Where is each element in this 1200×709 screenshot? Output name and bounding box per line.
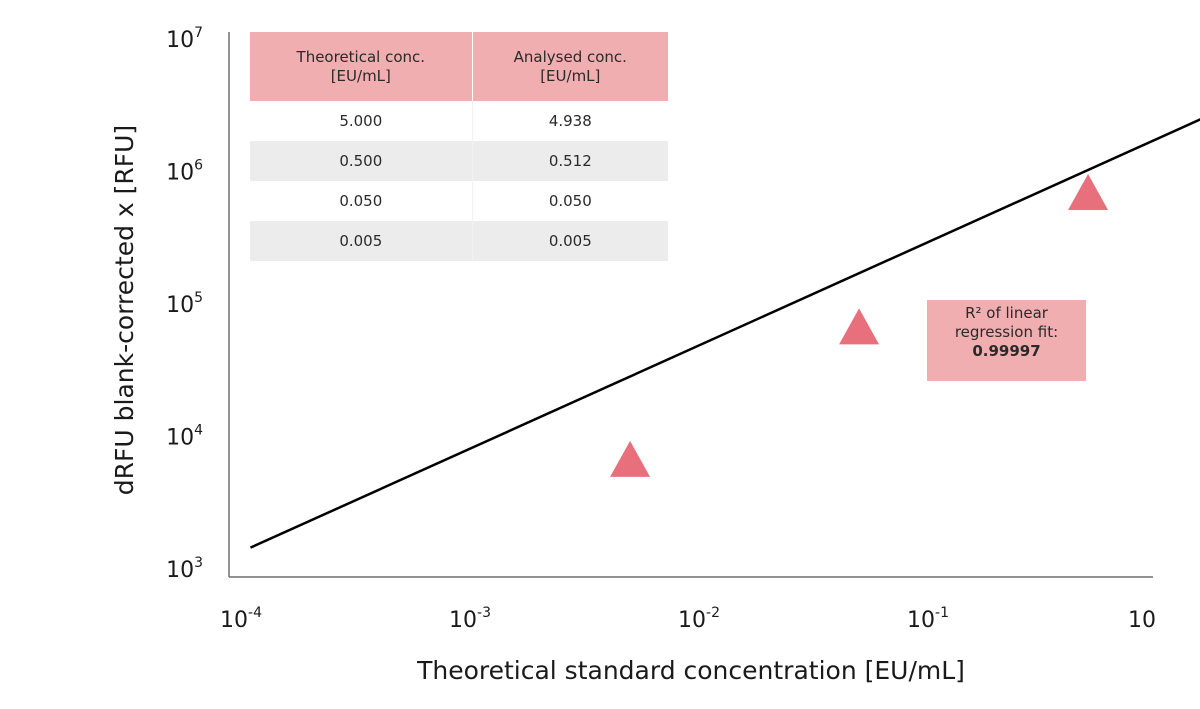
table-header-row: Theoretical conc. [EU/mL] Analysed conc.…: [250, 32, 668, 101]
table-header-theoretical: Theoretical conc. [EU/mL]: [250, 32, 473, 101]
y-tick-label: 107: [166, 25, 203, 53]
y-tick-label: 106: [166, 158, 203, 186]
x-tick-label: 10-3: [449, 605, 491, 633]
x-axis-title: Theoretical standard concentration [EU/m…: [416, 656, 965, 685]
table-row: 0.500 0.512: [250, 141, 668, 181]
y-axis-title: dRFU blank-corrected x [RFU]: [110, 125, 139, 495]
r-squared-box: R² of linear regression fit: 0.99997: [927, 300, 1086, 381]
regression-fit-line: [249, 118, 1200, 549]
table-cell: 5.000: [250, 101, 473, 141]
header-text: Analysed conc.: [513, 47, 627, 66]
table-row: 0.005 0.005: [250, 221, 668, 261]
r-squared-label-line2: regression fit:: [954, 323, 1059, 341]
table-row: 0.050 0.050: [250, 181, 668, 221]
data-point-triangle: [839, 308, 880, 345]
header-unit: [EU/mL]: [330, 66, 391, 85]
y-tick-label: 104: [166, 423, 203, 451]
table-cell: 0.050: [472, 181, 668, 221]
r-squared-label-line1: R² of linear: [965, 304, 1048, 322]
table-cell: 0.050: [250, 181, 473, 221]
table-cell: 0.005: [472, 221, 668, 261]
x-tick-label: 10-1: [907, 605, 949, 633]
header-text: Theoretical conc.: [296, 47, 426, 66]
x-tick-label: 10: [1128, 608, 1156, 633]
data-point-triangle: [1068, 174, 1109, 211]
x-tick-label: 10-2: [678, 605, 720, 633]
table-row: 5.000 4.938: [250, 101, 668, 141]
r-squared-value: 0.99997: [972, 342, 1041, 360]
y-tick-label: 105: [166, 290, 203, 318]
header-unit: [EU/mL]: [540, 66, 601, 85]
table-cell: 0.512: [472, 141, 668, 181]
table-header-analysed: Analysed conc. [EU/mL]: [472, 32, 668, 101]
y-tick-label: 103: [166, 555, 203, 583]
x-tick-label: 10-4: [220, 605, 262, 633]
table-cell: 0.500: [250, 141, 473, 181]
data-point-triangle: [610, 440, 651, 477]
concentration-table: Theoretical conc. [EU/mL] Analysed conc.…: [250, 32, 668, 261]
table-cell: 0.005: [250, 221, 473, 261]
table-cell: 4.938: [472, 101, 668, 141]
